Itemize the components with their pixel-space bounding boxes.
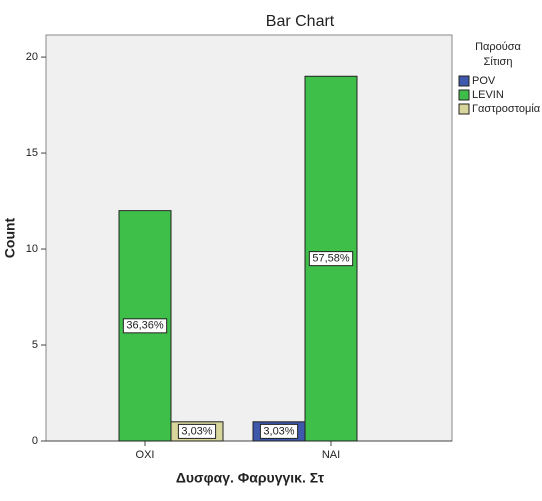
y-tick-label: 0 bbox=[32, 435, 38, 447]
value-label: 36,36% bbox=[126, 320, 164, 332]
value-label-box bbox=[122, 318, 168, 334]
x-axis-title: Δυσφαγ. Φαρυγγικ. Στ bbox=[176, 470, 325, 486]
legend-label: LEVIN bbox=[472, 89, 504, 101]
plot-area bbox=[45, 34, 453, 442]
value-label: 3,03% bbox=[263, 425, 294, 437]
chart-title: Bar Chart bbox=[266, 13, 335, 30]
value-label: 3,03% bbox=[181, 425, 212, 437]
y-axis-title: Count bbox=[2, 217, 18, 258]
y-tick-label: 15 bbox=[26, 147, 38, 159]
legend-title: Σίτιση bbox=[484, 56, 513, 68]
legend-label: Γαστροστομία bbox=[472, 103, 541, 115]
y-tick-label: 20 bbox=[26, 51, 38, 63]
legend-title: Παρούσα bbox=[475, 41, 521, 53]
value-label-box bbox=[308, 251, 354, 267]
value-label-box bbox=[177, 423, 217, 439]
y-tick-label: 5 bbox=[32, 339, 38, 351]
x-tick-label: NAI bbox=[322, 449, 340, 461]
value-label: 57,58% bbox=[312, 253, 350, 265]
legend-label: POV bbox=[472, 75, 496, 87]
x-tick-label: OXI bbox=[136, 449, 155, 461]
legend-swatch bbox=[458, 75, 470, 87]
y-tick-label: 10 bbox=[26, 243, 38, 255]
value-label-box bbox=[259, 423, 299, 439]
legend-swatch bbox=[458, 89, 470, 101]
legend-swatch bbox=[458, 103, 470, 115]
